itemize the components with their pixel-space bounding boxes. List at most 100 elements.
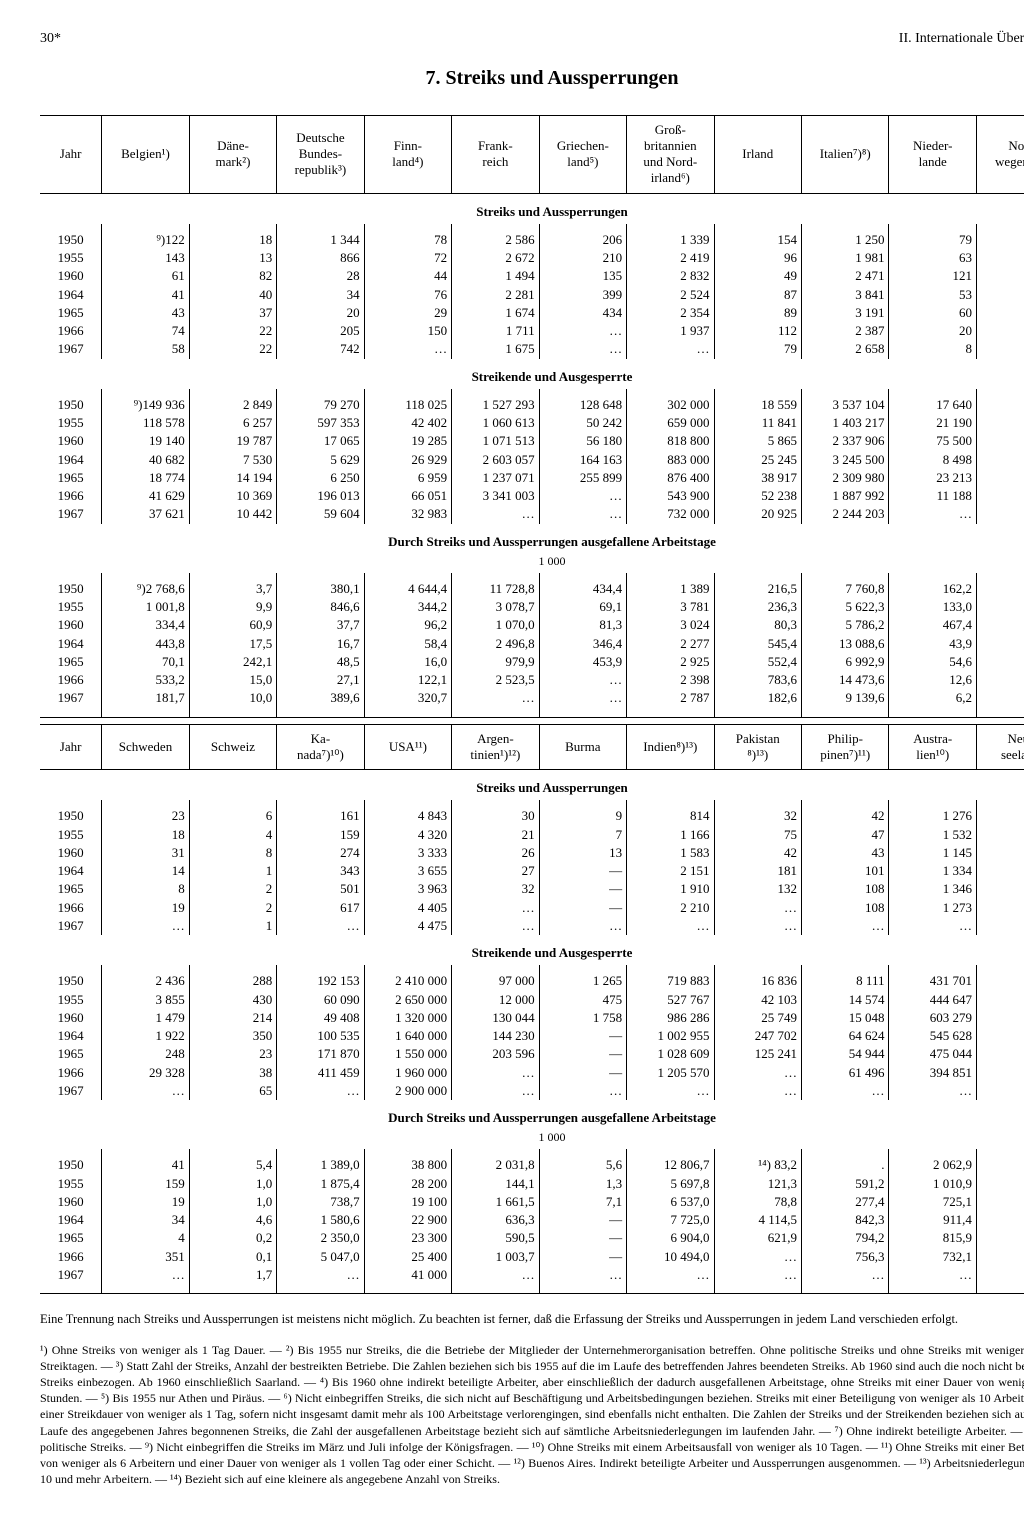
cell-year: 1950 — [40, 800, 102, 825]
cell-year: 1955 — [40, 991, 102, 1009]
cell: 135 — [539, 267, 626, 285]
table-row: 1960191,0738,719 1001 661,57,16 537,078,… — [40, 1193, 1024, 1211]
table-row: 196540,22 350,023 300590,5—6 904,0621,97… — [40, 1229, 1024, 1247]
cell: … — [627, 340, 714, 358]
cell: 28 490 — [976, 1082, 1024, 1100]
cell: — — [539, 1064, 626, 1082]
cell: 52 238 — [714, 487, 801, 505]
cell: 2 350,0 — [277, 1229, 364, 1247]
cell: 54 944 — [802, 1045, 889, 1063]
cell: 34 — [277, 286, 364, 304]
cell-year: 1967 — [40, 917, 102, 935]
cell: 82 — [189, 267, 276, 285]
cell: 78,8 — [714, 1193, 801, 1211]
table-row: 196641 62910 369196 01366 0513 341 003…5… — [40, 487, 1024, 505]
section-title: Durch Streiks und Aussperrungen ausgefal… — [40, 1100, 1024, 1130]
col-country: Belgien¹) — [102, 115, 189, 193]
cell: 444 647 — [889, 991, 976, 1009]
col-country: Irland — [714, 115, 801, 193]
cell: 6 — [189, 800, 276, 825]
cell: 42 402 — [364, 414, 451, 432]
cell: 2 387 — [802, 322, 889, 340]
cell: 5 786,2 — [802, 616, 889, 634]
cell: 58,4 — [364, 635, 451, 653]
cell: 1 392 — [976, 487, 1024, 505]
cell: 181,7 — [102, 689, 189, 717]
cell: 818 800 — [627, 432, 714, 450]
cell: 43,9 — [889, 635, 976, 653]
cell: 247 702 — [714, 1027, 801, 1045]
cell: 13 088,6 — [802, 635, 889, 653]
cell: 18 774 — [102, 469, 189, 487]
cell-year: 1965 — [40, 469, 102, 487]
cell: 13 — [539, 844, 626, 862]
cell: 2 210 — [627, 899, 714, 917]
cell: — — [539, 1211, 626, 1229]
cell-year: 1965 — [40, 304, 102, 322]
table-row: 19551841594 3202171 16675471 53265 — [40, 826, 1024, 844]
cell: 1 640 000 — [364, 1027, 451, 1045]
cell: 27,1 — [277, 671, 364, 689]
cell: 7 725,0 — [627, 1211, 714, 1229]
cell: 181 — [714, 862, 801, 880]
cell: ⁹)149 936 — [102, 389, 189, 414]
cell: 3 341 003 — [452, 487, 539, 505]
cell: 19 140 — [102, 432, 189, 450]
cell: 3 537 104 — [802, 389, 889, 414]
col-country: Burma — [539, 724, 626, 770]
cell: 2 849 — [189, 389, 276, 414]
cell: — — [539, 1229, 626, 1247]
cell: 1,7 — [189, 1266, 276, 1294]
cell: 65 — [976, 826, 1024, 844]
cell: 20 — [889, 322, 976, 340]
cell-year: 1960 — [40, 844, 102, 862]
cell: 732,1 — [889, 1248, 976, 1266]
cell: 794,2 — [802, 1229, 889, 1247]
cell: 742 — [277, 340, 364, 358]
cell: 14 473,6 — [802, 671, 889, 689]
cell-year: 1967 — [40, 689, 102, 717]
cell: 9,9 — [189, 598, 276, 616]
cell: 121 — [889, 267, 976, 285]
cell-year: 1966 — [40, 487, 102, 505]
cell: 108,1 — [976, 598, 1024, 616]
cell: 2 603 057 — [452, 451, 539, 469]
cell: 1 527 293 — [452, 389, 539, 414]
cell: 79 270 — [277, 389, 364, 414]
cell: 288 — [189, 965, 276, 990]
section-title: Durch Streiks und Aussperrungen ausgefal… — [40, 524, 1024, 554]
cell: 14 574 — [802, 991, 889, 1009]
table-row: 195514313866722 6722102 419961 9816322 — [40, 249, 1024, 267]
cell: … — [452, 1064, 539, 1082]
table-row: 19641413433 65527—2 1511811011 33493 — [40, 862, 1024, 880]
cell: 1 389,0 — [277, 1149, 364, 1174]
cell: 122,1 — [364, 671, 451, 689]
cell: … — [452, 899, 539, 917]
cell: 21,8 — [976, 1229, 1024, 1247]
cell: 8 111 — [802, 965, 889, 990]
cell: 28 — [277, 267, 364, 285]
cell: 80,3 — [714, 616, 801, 634]
cell: 205 — [277, 322, 364, 340]
cell: 144,1 — [452, 1175, 539, 1193]
cell: 846,6 — [277, 598, 364, 616]
cell: 2 398 — [627, 671, 714, 689]
cell: … — [889, 505, 976, 523]
table-row: 196737 62110 44259 60432 983……732 00020 … — [40, 505, 1024, 523]
cell: 2 672 — [452, 249, 539, 267]
cell: 1 273 — [889, 899, 976, 917]
table-row: 1950⁹)149 9362 84979 270118 0251 527 293… — [40, 389, 1024, 414]
cell: 79 — [714, 340, 801, 358]
cell: 756,3 — [802, 1248, 889, 1266]
cell: 394 851 — [889, 1064, 976, 1082]
cell: 12 — [976, 267, 1024, 285]
table-row: 1955118 5786 257597 35342 4021 060 61350… — [40, 414, 1024, 432]
cell: 911,4 — [889, 1211, 976, 1229]
cell: 1 250 — [802, 224, 889, 249]
cell: 132 — [714, 880, 801, 898]
cell-year: 1955 — [40, 598, 102, 616]
cell: 99,1 — [976, 1248, 1024, 1266]
col-country: Argen-tinien¹)¹²) — [452, 724, 539, 770]
cell: 236,3 — [714, 598, 801, 616]
cell: 25 400 — [364, 1248, 451, 1266]
